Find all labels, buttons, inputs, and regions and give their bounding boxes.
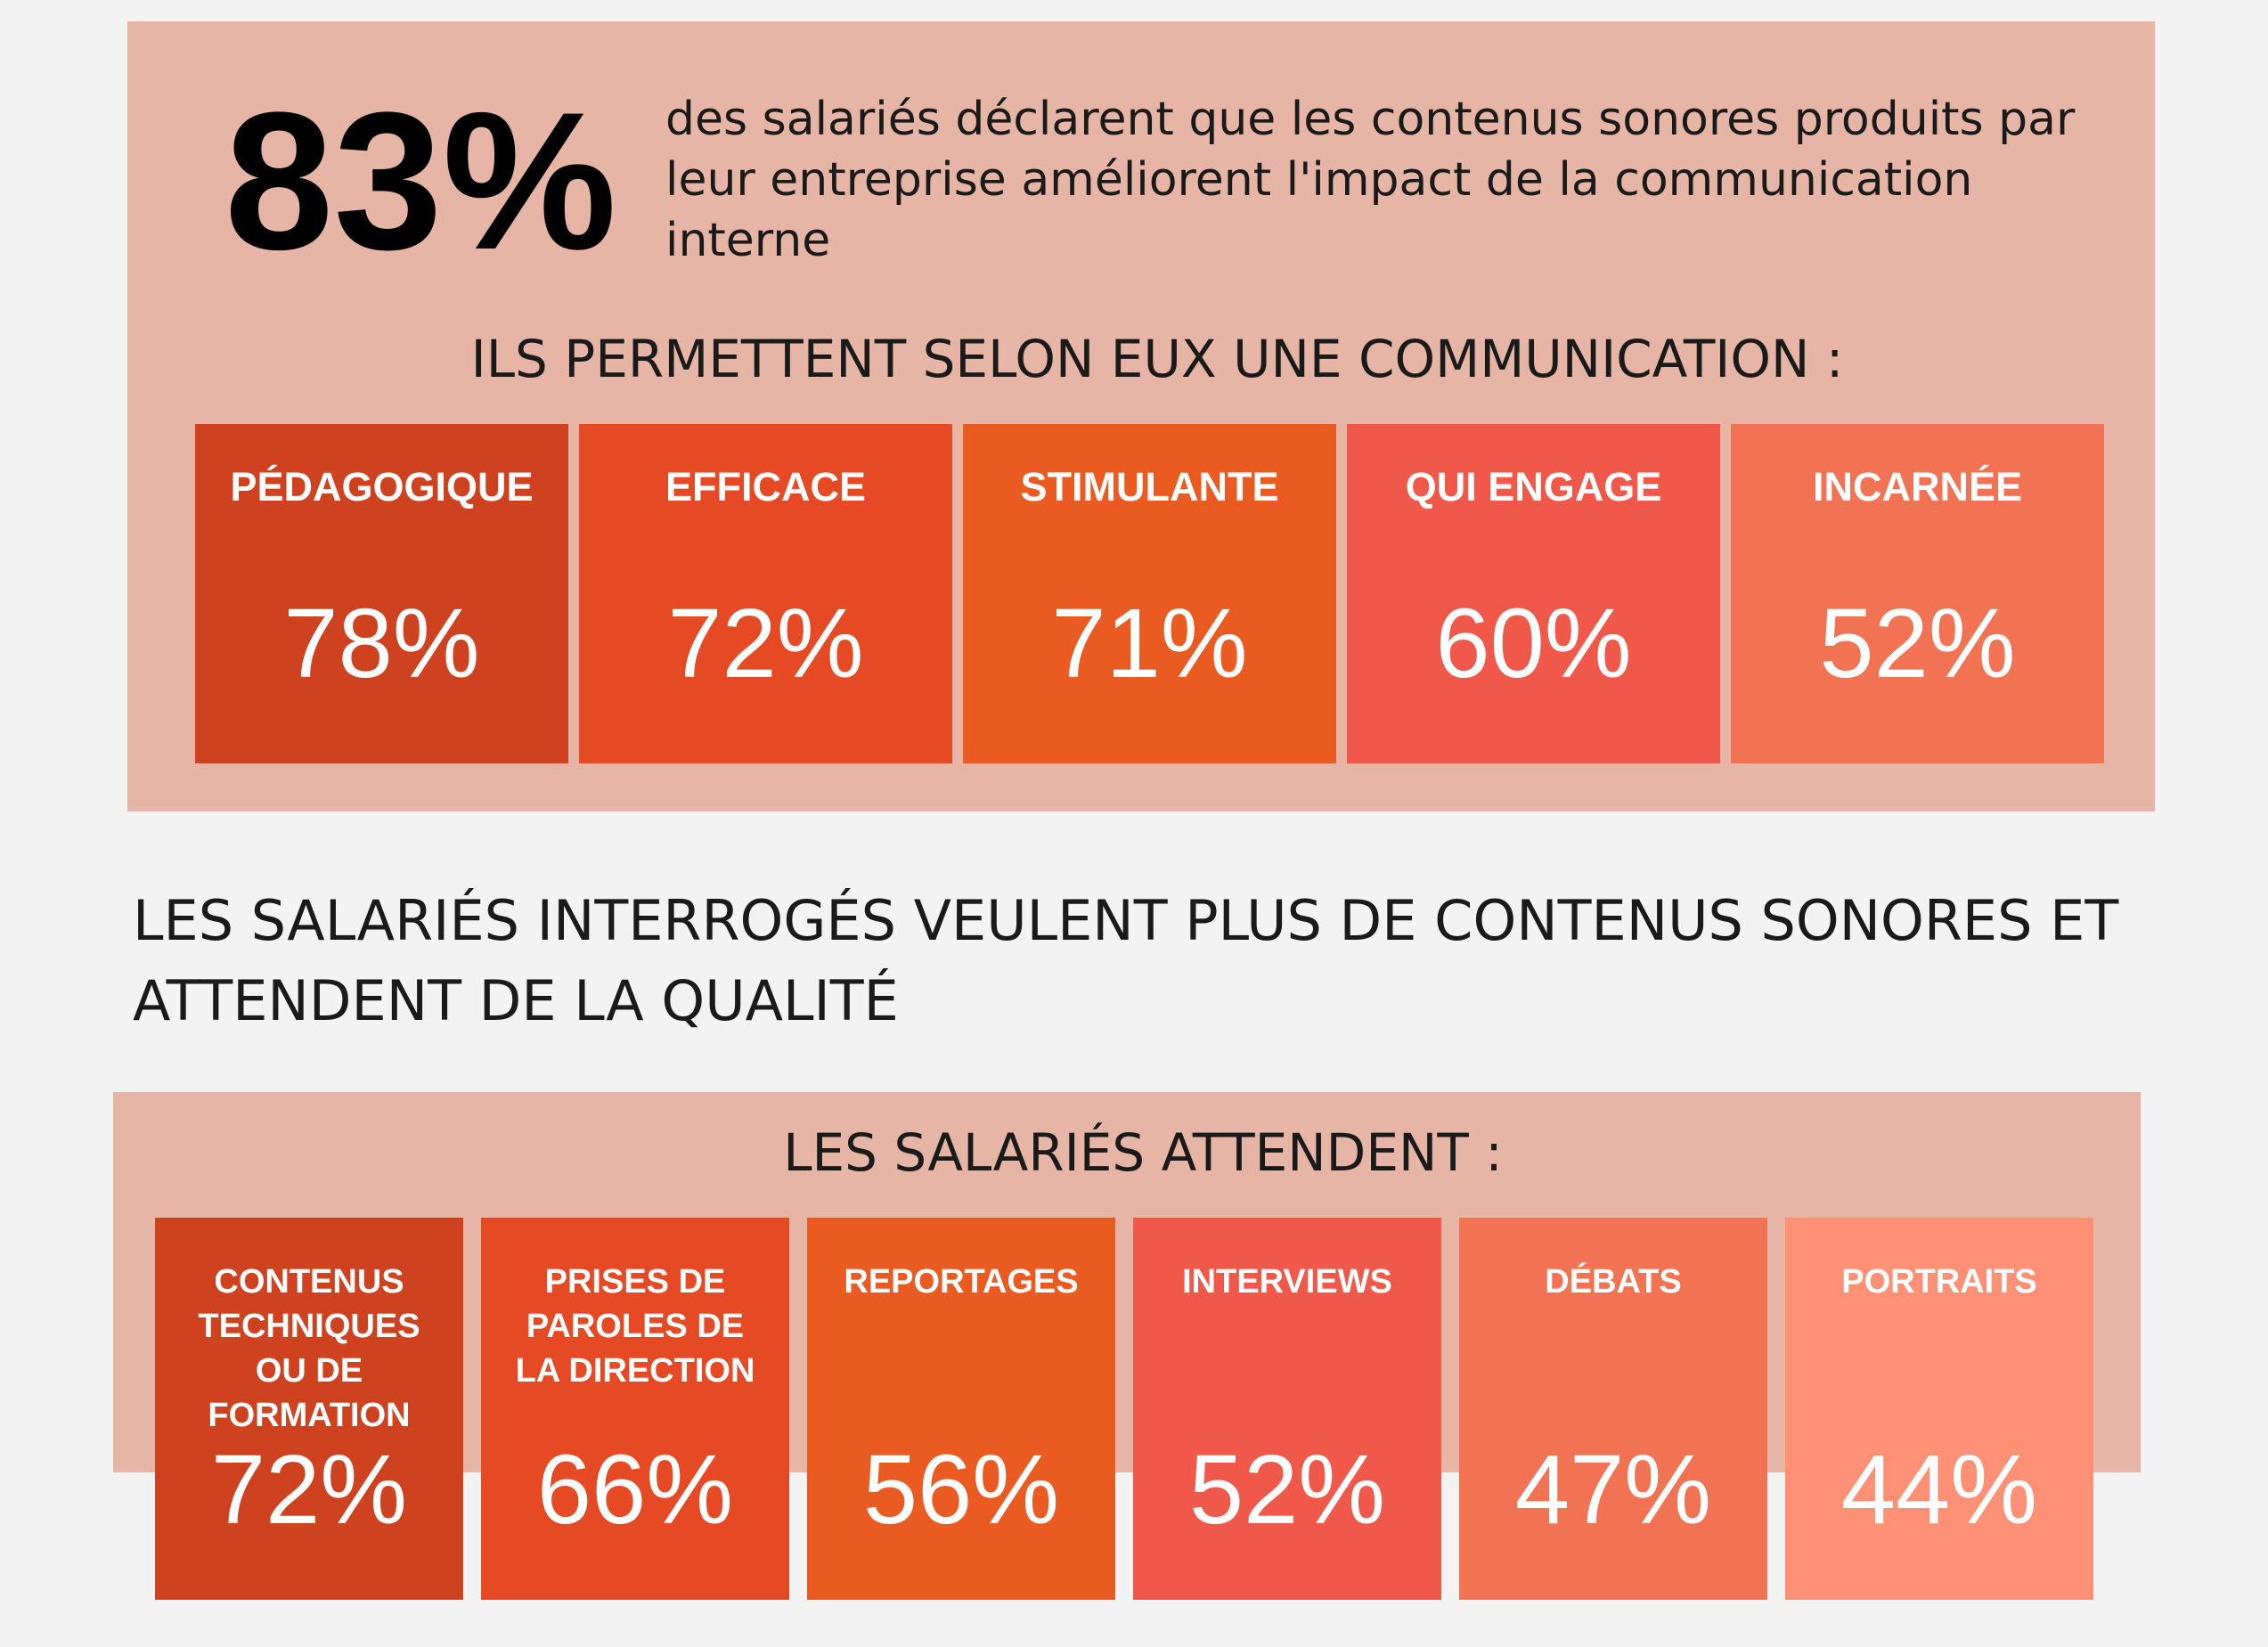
stat-card-value: 72% bbox=[667, 589, 864, 698]
stat-card-label-line: PRISES DE bbox=[544, 1263, 726, 1300]
stat-card-label-line: PORTRAITS bbox=[1841, 1263, 2037, 1300]
stat-card-value: 66% bbox=[536, 1435, 734, 1545]
stat-card-label: PÉDAGOGIQUE bbox=[230, 464, 534, 510]
stat-card-label-line: DÉBATS bbox=[1545, 1263, 1682, 1300]
stat-card-label: PRISES DE PAROLES DE LA DIRECTION bbox=[481, 1260, 789, 1393]
stat-card-label: CONTENUS TECHNIQUES OU DE FORMATION bbox=[155, 1260, 463, 1438]
stat-card-label: EFFICACE bbox=[665, 464, 866, 510]
stat-card-interviews: INTERVIEWS 52% bbox=[1133, 1218, 1441, 1600]
stat-card-stimulante: STIMULANTE 71% bbox=[963, 424, 1336, 763]
stat-card-reportages: REPORTAGES 56% bbox=[807, 1218, 1115, 1600]
stat-card-label: QUI ENGAGE bbox=[1405, 464, 1662, 510]
headline-text-line: interne bbox=[665, 214, 831, 267]
stat-card-value: 60% bbox=[1435, 589, 1632, 698]
stat-card-label: INTERVIEWS bbox=[1133, 1260, 1441, 1304]
headline-stat: 83% bbox=[224, 71, 617, 290]
stat-card-label-line: INTERVIEWS bbox=[1182, 1263, 1392, 1300]
stat-card-label: REPORTAGES bbox=[807, 1260, 1115, 1304]
expectations-title: LES SALARIÉS ATTENDENT : bbox=[783, 1122, 1503, 1183]
stat-card-value: 52% bbox=[1188, 1435, 1386, 1545]
stat-card-label-line: OU DE bbox=[255, 1352, 363, 1390]
stat-card-qui-engage: QUI ENGAGE 60% bbox=[1347, 424, 1720, 763]
stat-card-efficace: EFFICACE 72% bbox=[579, 424, 952, 763]
stat-card-label: DÉBATS bbox=[1459, 1260, 1767, 1304]
communication-title: ILS PERMETTENT SELON EUX UNE COMMUNICATI… bbox=[470, 329, 1844, 389]
stat-card-label-line: LA DIRECTION bbox=[515, 1352, 755, 1390]
stat-card-contenus-techniques: CONTENUS TECHNIQUES OU DE FORMATION 72% bbox=[155, 1218, 463, 1600]
stat-card-label-line: CONTENUS bbox=[214, 1263, 404, 1300]
stat-card-label-line: TECHNIQUES bbox=[198, 1308, 420, 1345]
stat-card-prises-de-paroles: PRISES DE PAROLES DE LA DIRECTION 66% bbox=[481, 1218, 789, 1600]
stat-card-portraits: PORTRAITS 44% bbox=[1785, 1218, 2093, 1600]
stat-card-label: INCARNÉE bbox=[1812, 464, 2023, 510]
stat-card-incarnee: INCARNÉE 52% bbox=[1731, 424, 2104, 763]
stat-card-value: 72% bbox=[210, 1435, 408, 1545]
headline-text-line: des salariés déclarent que les contenus … bbox=[665, 93, 2076, 146]
headline-text: des salariés déclarent que les contenus … bbox=[665, 89, 2075, 271]
stat-card-value: 71% bbox=[1051, 589, 1248, 698]
stat-card-value: 52% bbox=[1819, 589, 2016, 698]
stat-card-value: 56% bbox=[862, 1435, 1060, 1545]
expectations-heading-line: LES SALARIÉS INTERROGÉS VEULENT PLUS DE … bbox=[133, 888, 2119, 953]
expectations-heading-line: ATTENDENT DE LA QUALITÉ bbox=[133, 968, 899, 1033]
stat-card-label: PORTRAITS bbox=[1785, 1260, 2093, 1304]
stat-card-label-line: REPORTAGES bbox=[844, 1263, 1079, 1300]
stat-card-label-line: PAROLES DE bbox=[526, 1308, 745, 1345]
stat-card-value: 44% bbox=[1840, 1435, 2038, 1545]
stat-card-debats: DÉBATS 47% bbox=[1459, 1218, 1767, 1600]
stat-card-value: 47% bbox=[1514, 1435, 1712, 1545]
stat-card-label-line: FORMATION bbox=[208, 1397, 411, 1434]
headline-text-line: leur entreprise améliorent l'impact de l… bbox=[665, 153, 1973, 207]
expectations-heading: LES SALARIÉS INTERROGÉS VEULENT PLUS DE … bbox=[133, 881, 2118, 1041]
stat-card-pedagogique: PÉDAGOGIQUE 78% bbox=[195, 424, 568, 763]
stat-card-label: STIMULANTE bbox=[1020, 464, 1279, 510]
stat-card-value: 78% bbox=[283, 589, 480, 698]
